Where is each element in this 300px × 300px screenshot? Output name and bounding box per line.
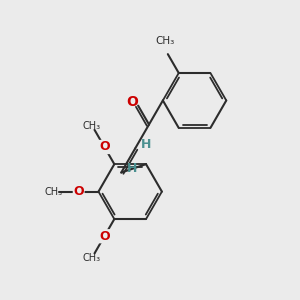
Text: O: O (99, 230, 110, 243)
Text: CH₃: CH₃ (83, 253, 101, 263)
Text: O: O (99, 140, 110, 154)
Text: H: H (127, 162, 137, 175)
Text: O: O (126, 94, 138, 109)
Text: CH₃: CH₃ (45, 187, 63, 196)
Text: O: O (74, 185, 84, 198)
Text: H: H (141, 138, 151, 151)
Text: CH₃: CH₃ (155, 36, 175, 46)
Text: CH₃: CH₃ (83, 121, 101, 130)
